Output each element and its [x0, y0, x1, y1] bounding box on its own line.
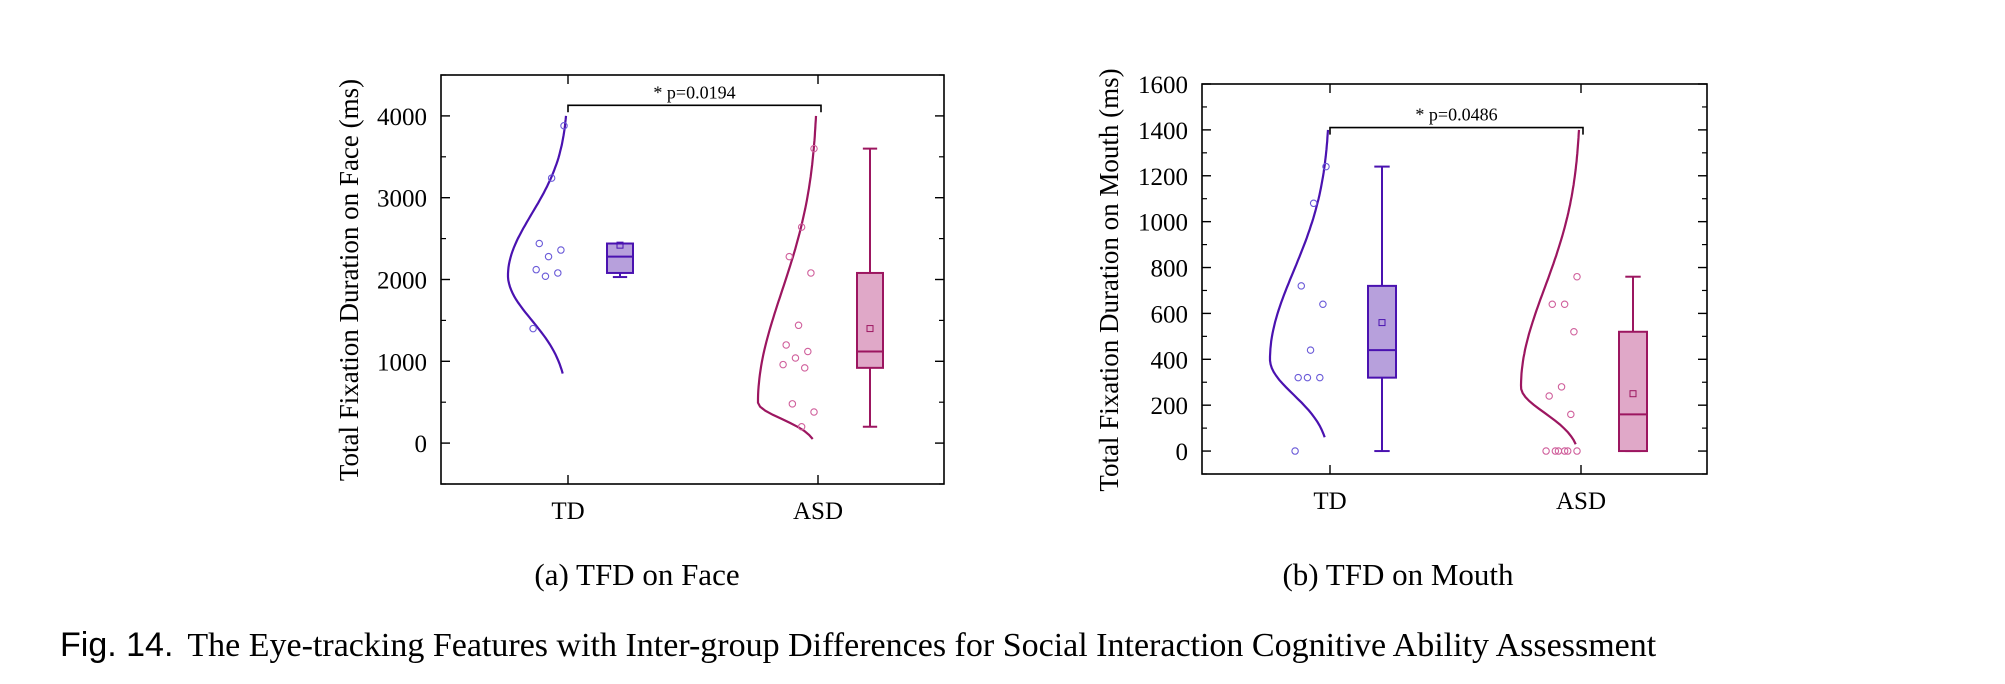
panel-a-plot: 0 1000 2000 3000 4000 TD ASD * p=0.0194 — [377, 74, 945, 525]
asd-data-point — [1573, 447, 1581, 455]
significance-label: * p=0.0486 — [1415, 105, 1497, 125]
y-tick-label: 200 — [1151, 393, 1189, 420]
asd-mean-marker — [1629, 390, 1637, 398]
y-tick-label: 0 — [415, 431, 428, 458]
td-density-curve — [506, 115, 568, 374]
asd-mean-marker — [866, 325, 874, 333]
asd-data-point — [1567, 410, 1575, 419]
asd-data-point — [807, 269, 815, 277]
td-data-point — [1316, 373, 1324, 382]
significance-bracket — [1329, 126, 1584, 135]
panel-b-plot: 0 200 400 600 800 1000 1200 1400 1600 TD ASD * p=0.… — [1138, 72, 1708, 515]
td-data-point — [1291, 447, 1299, 455]
td-data-point — [544, 252, 553, 261]
asd-box — [1618, 330, 1648, 453]
asd-box — [856, 271, 884, 369]
x-category-label: TD — [551, 498, 584, 525]
td-data-point — [1322, 162, 1330, 171]
y-tick-label: 1600 — [1138, 72, 1188, 99]
td-data-point — [1306, 346, 1315, 354]
td-data-point — [560, 121, 568, 130]
td-data-point — [557, 246, 565, 254]
y-tick-label: 1200 — [1138, 164, 1188, 191]
y-tick-label: 600 — [1151, 301, 1189, 328]
plot-frame — [1201, 83, 1708, 475]
y-tick-label: 800 — [1151, 256, 1189, 283]
asd-data-point — [800, 364, 809, 372]
asd-data-point — [810, 144, 818, 153]
panel-b-ylabel: Total Fixation Duration on Mouth (ms) — [1094, 68, 1124, 491]
figure-caption: Fig. 14. The Eye-tracking Features with … — [60, 626, 1657, 664]
asd-density-curve — [756, 115, 818, 440]
y-tick-label: 1400 — [1138, 118, 1188, 145]
td-mean-marker — [1378, 319, 1386, 327]
panel-a-ylabel: Total Fixation Duration on Face (ms) — [334, 79, 364, 481]
x-category-label: ASD — [1556, 488, 1606, 515]
asd-data-point — [797, 422, 806, 431]
asd-data-point — [1557, 383, 1566, 391]
figure-caption-label: Fig. 14. — [60, 626, 173, 664]
asd-data-point — [1542, 447, 1550, 455]
asd-data-point — [1545, 392, 1553, 400]
td-box — [606, 242, 634, 274]
td-data-point — [554, 269, 562, 277]
y-tick-label: 400 — [1151, 347, 1189, 374]
asd-data-point — [1570, 328, 1578, 336]
asd-data-point — [1563, 447, 1572, 455]
y-tick-label: 4000 — [377, 104, 427, 131]
td-data-point — [532, 265, 540, 274]
asd-density-curve — [1519, 129, 1581, 445]
td-data-point — [1303, 373, 1312, 382]
td-data-point — [547, 174, 556, 182]
panel-b-subcaption: (b) TFD on Mouth — [1282, 557, 1514, 592]
td-box — [1367, 284, 1397, 379]
asd-data-point — [1573, 272, 1581, 281]
y-tick-label: 3000 — [377, 186, 427, 213]
td-data-point — [529, 324, 537, 333]
y-tick-label: 2000 — [377, 268, 427, 295]
significance-label: * p=0.0194 — [653, 82, 735, 102]
asd-data-point — [788, 400, 797, 408]
y-tick-label: 1000 — [1138, 210, 1188, 237]
significance-bracket — [567, 104, 822, 113]
x-category-label: ASD — [793, 498, 843, 525]
td-mean-marker — [616, 241, 624, 249]
panel-a: Total Fixation Duration on Face (ms) 0 10… — [334, 74, 945, 592]
td-data-point — [1309, 199, 1318, 208]
asd-data-point — [810, 408, 818, 416]
asd-data-point — [791, 354, 800, 362]
asd-data-point — [1560, 447, 1569, 455]
figure-caption-text: The Eye-tracking Features with Inter-gro… — [187, 627, 1656, 664]
asd-data-point — [804, 347, 812, 356]
td-density-curve — [1268, 129, 1330, 438]
panel-b: Total Fixation Duration on Mouth (ms) 0 2… — [1094, 68, 1708, 592]
td-data-point — [1319, 300, 1327, 308]
asd-data-point — [1548, 300, 1557, 308]
asd-data-point — [782, 341, 790, 349]
y-tick-label: 1000 — [377, 349, 427, 376]
asd-data-point — [794, 321, 803, 330]
asd-data-point — [785, 252, 794, 261]
panel-a-subcaption: (a) TFD on Face — [534, 557, 739, 592]
asd-data-point — [779, 360, 787, 369]
y-tick-label: 0 — [1176, 439, 1189, 466]
td-data-point — [1294, 373, 1302, 382]
td-data-point — [535, 239, 544, 248]
x-category-label: TD — [1313, 488, 1346, 515]
asd-data-point — [1551, 447, 1560, 455]
asd-data-point — [1560, 300, 1569, 308]
asd-data-point — [797, 223, 806, 231]
td-data-point — [1297, 282, 1306, 290]
td-data-point — [541, 272, 550, 280]
